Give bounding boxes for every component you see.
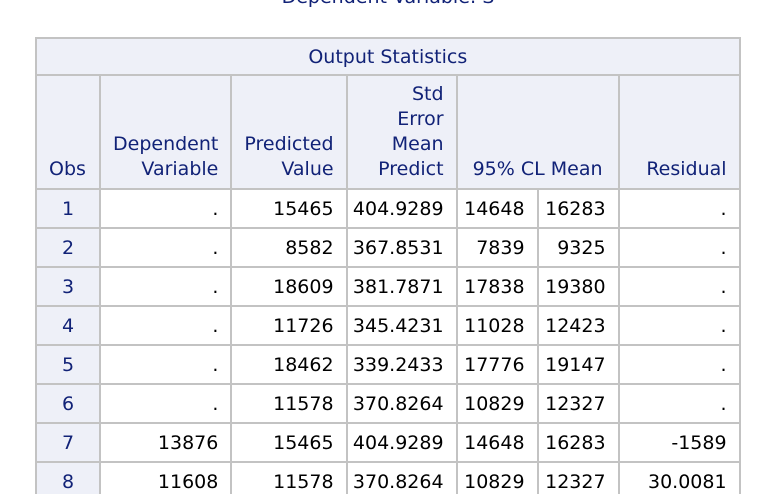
dependent-variable-cell: . — [98, 344, 233, 385]
predicted-value-cell: 15465 — [230, 188, 348, 229]
lower-cl-cell: 17776 — [455, 344, 539, 385]
column-header-line: Variable — [141, 158, 219, 180]
std-error-cell: 367.8531 — [345, 227, 458, 268]
table-row: 1. 15465 404.9289 14648 16283. — [35, 188, 741, 229]
upper-cl-cell: 19147 — [536, 344, 620, 385]
upper-cl-cell: 19380 — [536, 266, 620, 307]
upper-cl-cell: 16283 — [536, 188, 620, 229]
column-header-line: Std — [411, 83, 444, 105]
column-header-std-error: Std Error Mean Predict — [345, 74, 458, 190]
residual-cell: . — [617, 188, 741, 229]
upper-cl-cell: 12327 — [536, 383, 620, 424]
lower-cl-cell: 10829 — [455, 383, 539, 424]
residual-cell: . — [617, 266, 741, 307]
column-header-line: Predict — [378, 158, 444, 180]
table-row: 6. 11578 370.8264 10829 12327. — [35, 383, 741, 424]
predicted-value-cell: 18462 — [230, 344, 348, 385]
table-row: 7 13876 15465 404.9289 14648 16283 -1589 — [35, 422, 741, 463]
residual-cell: . — [617, 305, 741, 346]
upper-cl-cell: 12327 — [536, 461, 620, 494]
table-row: 4. 11726 345.4231 11028 12423. — [35, 305, 741, 346]
predicted-value-cell: 11578 — [230, 461, 348, 494]
dependent-variable-cell: . — [98, 266, 233, 307]
table-row: 2. 8582 367.8531 7839 9325. — [35, 227, 741, 268]
upper-cl-cell: 9325 — [536, 227, 620, 268]
column-header-obs: Obs — [35, 74, 101, 190]
lower-cl-cell: 10829 — [455, 461, 539, 494]
upper-cl-cell: 12423 — [536, 305, 620, 346]
column-header-residual: Residual — [617, 74, 741, 190]
predicted-value-cell: 15465 — [230, 422, 348, 463]
obs-cell: 4 — [35, 305, 101, 346]
column-header-line: Predicted — [244, 133, 334, 155]
lower-cl-cell: 7839 — [455, 227, 539, 268]
column-header-cl-mean: 95% CL Mean — [455, 74, 620, 190]
residual-cell: . — [617, 383, 741, 424]
lower-cl-cell: 17838 — [455, 266, 539, 307]
lower-cl-cell: 14648 — [455, 188, 539, 229]
std-error-cell: 345.4231 — [345, 305, 458, 346]
column-header-row: Obs Dependent Variable Predicted Value S… — [35, 74, 741, 190]
lower-cl-cell: 11028 — [455, 305, 539, 346]
table-row: 8 11608 11578 370.8264 10829 12327 30.0081 — [35, 461, 741, 494]
table-body: 1. 15465 404.9289 14648 16283. 2. 8582 367.8531… — [35, 188, 741, 494]
residual-cell: 30.0081 — [617, 461, 741, 494]
obs-cell: 5 — [35, 344, 101, 385]
obs-cell: 1 — [35, 188, 101, 229]
obs-cell: 8 — [35, 461, 101, 494]
dependent-variable-cell: . — [98, 188, 233, 229]
std-error-cell: 404.9289 — [345, 422, 458, 463]
dependent-variable-cell: . — [98, 305, 233, 346]
predicted-value-cell: 11578 — [230, 383, 348, 424]
predicted-value-cell: 11726 — [230, 305, 348, 346]
column-header-predicted-value: Predicted Value — [230, 74, 348, 190]
output-statistics-table: Output Statistics Obs Dependent Variable… — [35, 37, 741, 494]
dependent-variable-cell: 13876 — [98, 422, 233, 463]
std-error-cell: 404.9289 — [345, 188, 458, 229]
column-header-line: Dependent — [113, 133, 219, 155]
table-row: 3. 18609 381.7871 17838 19380. — [35, 266, 741, 307]
std-error-cell: 370.8264 — [345, 383, 458, 424]
predicted-value-cell: 8582 — [230, 227, 348, 268]
column-header-line: Value — [281, 158, 334, 180]
column-header-line: Mean — [391, 133, 444, 155]
predicted-value-cell: 18609 — [230, 266, 348, 307]
obs-cell: 2 — [35, 227, 101, 268]
residual-cell: . — [617, 227, 741, 268]
upper-cl-cell: 16283 — [536, 422, 620, 463]
std-error-cell: 370.8264 — [345, 461, 458, 494]
std-error-cell: 381.7871 — [345, 266, 458, 307]
lower-cl-cell: 14648 — [455, 422, 539, 463]
residual-cell: . — [617, 344, 741, 385]
obs-cell: 6 — [35, 383, 101, 424]
residual-cell: -1589 — [617, 422, 741, 463]
obs-cell: 7 — [35, 422, 101, 463]
column-header-line: Error — [397, 108, 444, 130]
obs-cell: 3 — [35, 266, 101, 307]
dependent-variable-cell: 11608 — [98, 461, 233, 494]
table-caption: Output Statistics — [35, 37, 741, 76]
table-row: 5. 18462 339.2433 17776 19147. — [35, 344, 741, 385]
page-title: Dependent Variable: S — [0, 0, 776, 8]
column-header-dependent-variable: Dependent Variable — [98, 74, 233, 190]
std-error-cell: 339.2433 — [345, 344, 458, 385]
dependent-variable-cell: . — [98, 383, 233, 424]
dependent-variable-cell: . — [98, 227, 233, 268]
